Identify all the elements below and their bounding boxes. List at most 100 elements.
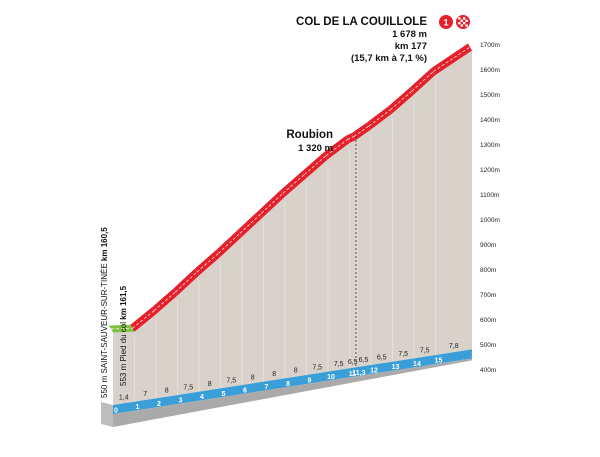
road-centerline	[325, 139, 348, 157]
altitude-tick-label: 1700m	[480, 42, 500, 49]
gradient-label: 8	[208, 381, 212, 388]
road-segment	[351, 122, 371, 140]
km-label: 14	[413, 361, 421, 368]
gradient-label: 6,5	[377, 354, 387, 361]
summit-name: COL DE LA COUILLOLE	[296, 16, 427, 28]
km-label: 8	[286, 381, 290, 388]
km-label: 10	[327, 374, 335, 381]
start-label: 550 m SAINT-SAUVEUR-SUR-TINÉE km 160,5 5…	[100, 227, 128, 398]
gradient-label: 7,8	[449, 343, 459, 350]
svg-text:550 m SAINT-SAUVEUR-SUR-TINÉE: 550 m SAINT-SAUVEUR-SUR-TINÉE km 160,5	[100, 227, 109, 398]
road-segment	[173, 268, 199, 296]
start-altitude: 550 m	[100, 375, 109, 398]
summit-altitude: 1 678 m	[392, 29, 427, 40]
base-side	[113, 358, 472, 427]
road-segment	[194, 249, 221, 276]
road-segment	[216, 229, 242, 257]
start-town: SAINT-SAUVEUR-SUR-TINÉE	[100, 263, 109, 373]
ground-area	[113, 50, 472, 405]
foot-altitude: 553 m	[119, 363, 128, 386]
waypoint-altitude: 1 320 m	[298, 143, 333, 154]
km-label: 16	[471, 352, 479, 359]
checkered-flag-icon	[456, 15, 470, 29]
gradient-label: 7,5	[334, 361, 344, 368]
road-segment	[237, 209, 264, 237]
road-centerline	[353, 125, 370, 137]
road-centerline	[347, 136, 355, 140]
km-label: 11,3	[352, 370, 365, 377]
gradient-label: 8	[294, 368, 298, 375]
altitude-axis: 400m 500m 600m 700m 800m 900m 1000m 1100m 1200m 1…	[480, 42, 500, 374]
road-segment	[409, 68, 436, 95]
km-label: 2	[157, 401, 161, 408]
altitude-tick-label: 1400m	[480, 117, 500, 124]
km-label: 13	[392, 364, 400, 371]
gradient-label: 7,5	[226, 378, 236, 385]
km-label: 7	[265, 384, 269, 391]
summit-km: km 177	[395, 41, 427, 52]
gradient-label: 1,4	[119, 394, 129, 401]
road-segment	[151, 288, 178, 315]
road-segment	[259, 189, 285, 217]
altitude-tick-label: 800m	[480, 267, 496, 274]
gradient-label: 7,5	[398, 351, 408, 358]
gradient-label: 8	[272, 371, 276, 378]
distance-base	[101, 349, 472, 427]
altitude-tick-label: 1600m	[480, 67, 500, 74]
road-centerline	[368, 109, 391, 127]
km-label: 9	[308, 378, 312, 385]
road-segment	[323, 136, 350, 160]
gradient-label: 7,5	[312, 364, 322, 371]
altitude-tick-label: 1100m	[480, 192, 499, 199]
km-label: 11	[349, 371, 357, 378]
altitude-tick-label: 1200m	[480, 167, 500, 174]
waypoint-label: Roubion 1 320 m	[286, 129, 357, 368]
altitude-tick-label: 500m	[480, 342, 496, 349]
gradient-label: 7	[143, 391, 147, 398]
waypoint-name: Roubion	[286, 129, 333, 141]
km-label: 5	[222, 391, 226, 398]
km-label: 6	[243, 388, 247, 395]
km-label: 15	[435, 358, 443, 365]
svg-text:553 m Pied du col km 161,5: 553 m Pied du col km 161,5	[119, 285, 128, 386]
km-label: 3	[179, 398, 183, 405]
gradient-label: 7,5	[420, 348, 430, 355]
road-segment	[130, 307, 156, 332]
gradient-label: 6,5	[348, 359, 358, 366]
summit-detail: (15,7 km à 7,1 %)	[351, 53, 427, 64]
category-badge-label: 1	[443, 18, 448, 28]
gradient-label: 8	[251, 374, 255, 381]
gradient-labels: 1,4 7 8 7,5 8 7,5 8 8 8 7,5 7,5 6,5 6,5 6,5 7,5 7,57,8	[119, 343, 459, 401]
km-label: 12	[370, 368, 378, 375]
gradient-label: 8	[165, 388, 169, 395]
road-segment	[345, 133, 356, 143]
altitude-tick-label: 1300m	[480, 142, 500, 149]
base-end	[101, 402, 113, 427]
distance-band	[113, 349, 472, 414]
category-badge-icon: 1	[439, 15, 453, 29]
road-ribbon	[109, 43, 472, 333]
road-segment	[280, 171, 307, 197]
gradient-label: 6,5	[359, 357, 369, 364]
road-segment	[366, 106, 393, 130]
altitude-tick-label: 1500m	[480, 92, 500, 99]
foot-label: Pied du col	[119, 322, 128, 362]
altitude-tick-label: 700m	[480, 292, 496, 299]
altitude-tick-label: 1000m	[480, 217, 500, 224]
altitude-tick-label: 900m	[480, 242, 496, 249]
road-segment	[388, 87, 414, 114]
road-centerline	[433, 46, 471, 72]
vertical-grid	[134, 80, 436, 402]
road-segment	[302, 152, 328, 178]
km-label: 4	[200, 394, 204, 401]
terrain-fill	[113, 50, 472, 405]
altitude-tick-label: 400m	[480, 367, 496, 374]
gradient-label: 7,5	[183, 384, 193, 391]
km-label: 1	[136, 404, 140, 411]
foot-km: km 161,5	[119, 285, 128, 319]
road-centerline	[110, 327, 133, 330]
km-label: 0	[114, 408, 118, 415]
start-km: km 160,5	[100, 227, 109, 261]
